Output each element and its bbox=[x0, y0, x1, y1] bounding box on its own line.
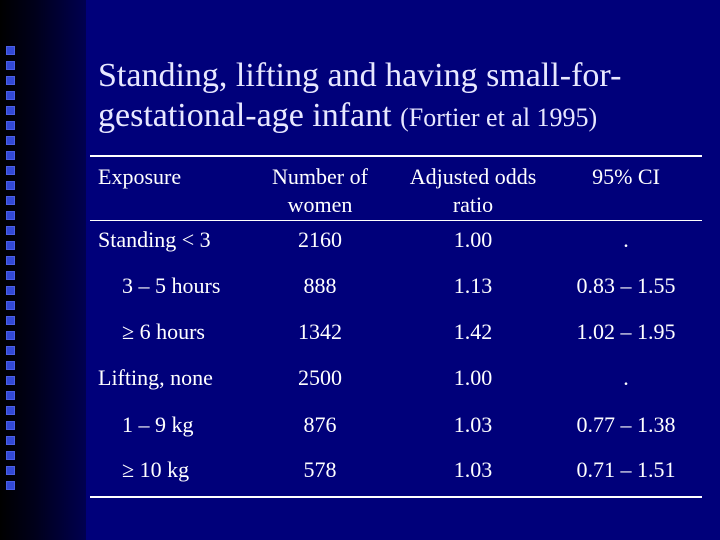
decorative-square bbox=[6, 466, 15, 475]
decorative-square bbox=[6, 151, 15, 160]
decorative-square bbox=[6, 436, 15, 445]
decorative-square bbox=[6, 481, 15, 490]
row-odds: 1.03 bbox=[453, 457, 493, 482]
row-exposure: 1 – 9 kg bbox=[122, 412, 194, 437]
decorative-square bbox=[6, 256, 15, 265]
decorative-square bbox=[6, 121, 15, 130]
title-main: Standing, lifting and having small-for-g… bbox=[98, 57, 622, 134]
decorative-square bbox=[6, 226, 15, 235]
row-number: 1342 bbox=[298, 319, 342, 344]
decorative-square bbox=[6, 136, 15, 145]
row-number: 888 bbox=[303, 273, 337, 298]
left-decorative-bar bbox=[0, 0, 86, 540]
row-number: 2500 bbox=[298, 365, 342, 390]
title-citation: (Fortier et al 1995) bbox=[400, 103, 598, 132]
slide-title: Standing, lifting and having small-for-g… bbox=[98, 56, 698, 138]
row-odds: 1.13 bbox=[453, 273, 493, 298]
decorative-square bbox=[6, 316, 15, 325]
decorative-square bbox=[6, 421, 15, 430]
row-ci: 1.02 – 1.95 bbox=[576, 319, 676, 344]
decorative-square bbox=[6, 391, 15, 400]
row-odds: 1.00 bbox=[453, 365, 493, 390]
decorative-square bbox=[6, 181, 15, 190]
decorative-square bbox=[6, 211, 15, 220]
row-ci: 0.83 – 1.55 bbox=[576, 273, 676, 298]
decorative-square bbox=[6, 241, 15, 250]
table-bottom-rule bbox=[90, 496, 702, 498]
decorative-square bbox=[6, 406, 15, 415]
row-number: 2160 bbox=[298, 227, 342, 252]
table-top-rule bbox=[90, 155, 702, 157]
decorative-square bbox=[6, 301, 15, 310]
decorative-squares bbox=[6, 46, 15, 496]
decorative-square bbox=[6, 76, 15, 85]
row-odds: 1.42 bbox=[453, 319, 493, 344]
header-odds-line1: Adjusted odds bbox=[409, 164, 537, 189]
row-exposure: Standing < 3 bbox=[98, 227, 211, 252]
header-number-line2: women bbox=[287, 192, 353, 217]
header-ci: 95% CI bbox=[592, 164, 660, 189]
row-exposure: ≥ 6 hours bbox=[122, 319, 205, 344]
decorative-square bbox=[6, 331, 15, 340]
decorative-square bbox=[6, 271, 15, 280]
header-number-line1: Number of bbox=[272, 164, 368, 189]
row-number: 876 bbox=[303, 412, 337, 437]
row-exposure: ≥ 10 kg bbox=[122, 457, 190, 482]
decorative-square bbox=[6, 166, 15, 175]
header-exposure: Exposure bbox=[98, 164, 182, 189]
row-exposure: Lifting, none bbox=[98, 365, 213, 390]
decorative-square bbox=[6, 196, 15, 205]
decorative-square bbox=[6, 106, 15, 115]
decorative-square bbox=[6, 61, 15, 70]
row-ci: 0.77 – 1.38 bbox=[576, 412, 676, 437]
decorative-square bbox=[6, 451, 15, 460]
decorative-square bbox=[6, 361, 15, 370]
row-number: 578 bbox=[303, 457, 337, 482]
decorative-square bbox=[6, 346, 15, 355]
header-odds-line2: ratio bbox=[452, 192, 494, 217]
row-odds: 1.03 bbox=[453, 412, 493, 437]
row-ci: . bbox=[623, 227, 629, 252]
decorative-square bbox=[6, 286, 15, 295]
decorative-square bbox=[6, 376, 15, 385]
decorative-square bbox=[6, 46, 15, 55]
header-rule bbox=[90, 220, 702, 221]
row-ci: . bbox=[623, 365, 629, 390]
row-odds: 1.00 bbox=[453, 227, 493, 252]
row-exposure: 3 – 5 hours bbox=[122, 273, 221, 298]
decorative-square bbox=[6, 91, 15, 100]
row-ci: 0.71 – 1.51 bbox=[576, 457, 676, 482]
